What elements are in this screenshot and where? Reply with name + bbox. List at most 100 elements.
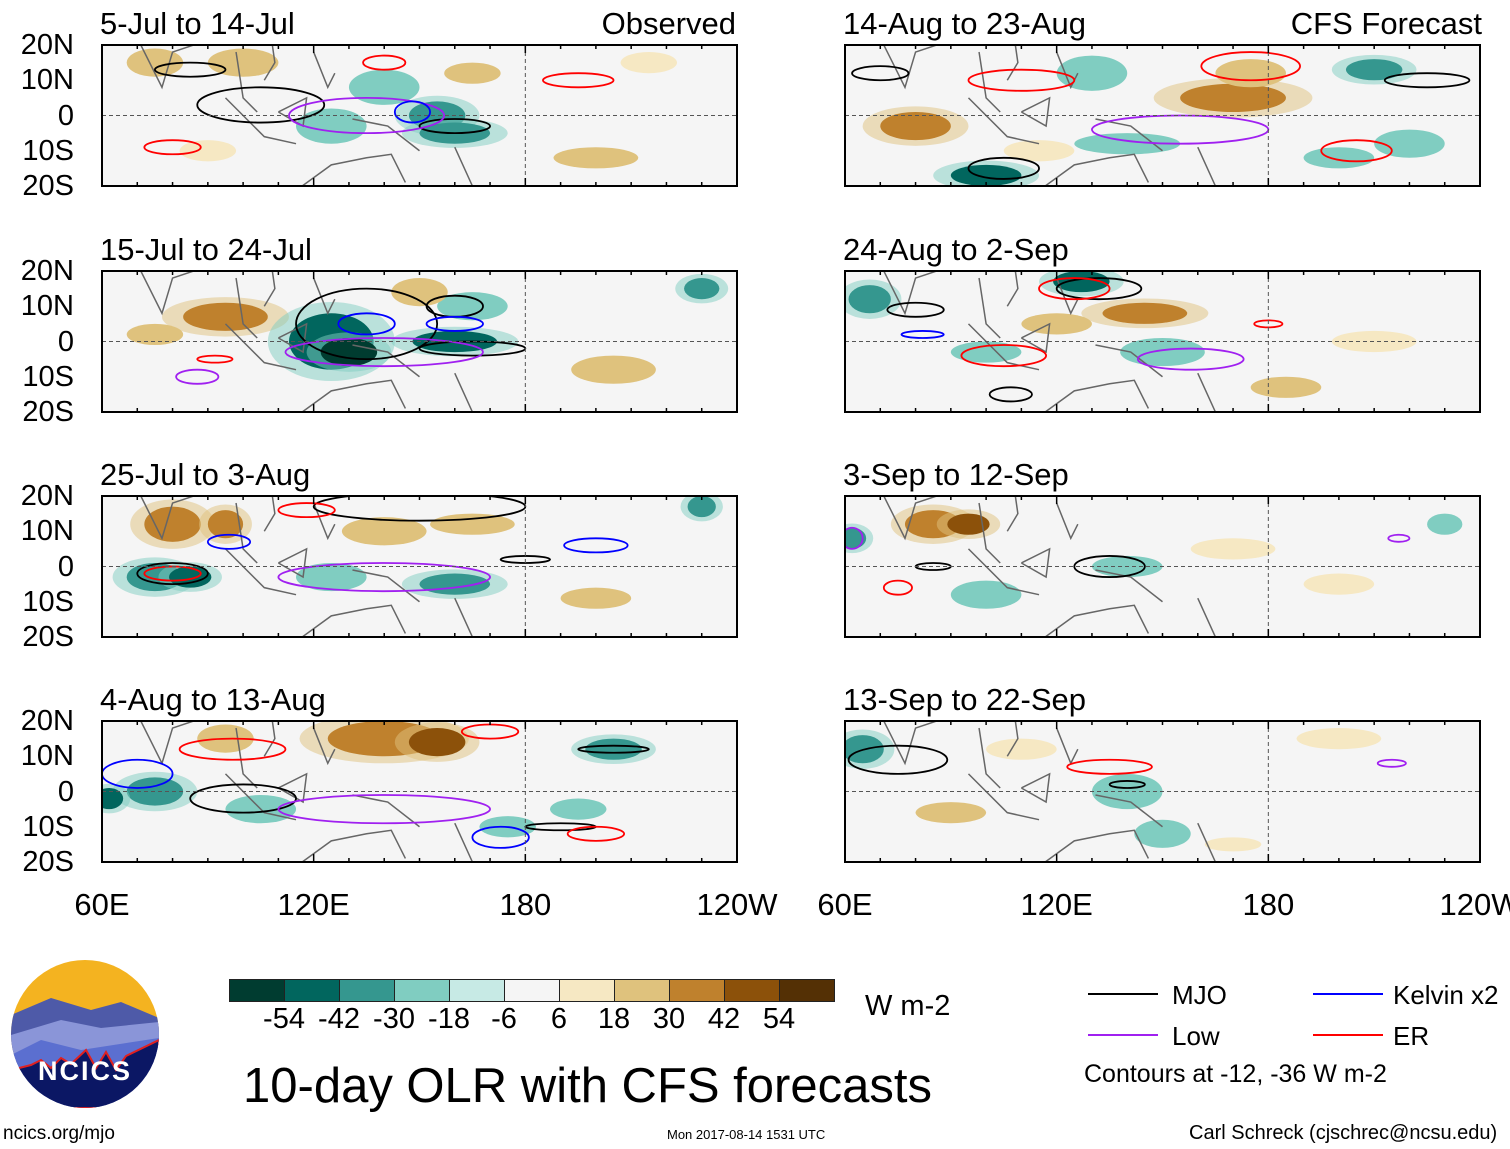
legend-label-kelvin: Kelvin x2 (1393, 980, 1499, 1010)
wave-filter-contour (288, 96, 446, 135)
olr-anomaly-region (553, 147, 639, 169)
olr-anomaly-region (437, 292, 508, 321)
olr-anomaly-region (1021, 313, 1092, 335)
wave-filter-contour (102, 758, 174, 789)
olr-map-panel (101, 495, 738, 638)
latitude-label: 0 (57, 775, 74, 808)
wave-filter-contour (1136, 347, 1245, 371)
olr-anomaly-region (408, 728, 466, 757)
olr-anomaly-region (1331, 330, 1417, 353)
wave-filter-contour (178, 737, 287, 761)
olr-anomaly-region (947, 513, 990, 535)
wave-filter-contour (337, 312, 396, 336)
legend-label-low: Low (1172, 1021, 1220, 1051)
legend-line-kelvin (1313, 993, 1383, 995)
olr-anomaly-region (915, 802, 987, 824)
wave-filter-contour (847, 744, 949, 775)
latitude-label: 10N (20, 64, 74, 97)
footer-timestamp: Mon 2017-08-14 1531 UTC (667, 1127, 826, 1142)
column-header: CFS Forecast (1290, 6, 1482, 41)
olr-anomaly-region (986, 738, 1057, 760)
latitude-label: 0 (57, 99, 74, 132)
latitude-label: 20S (22, 170, 74, 202)
wave-filter-contour (1073, 555, 1146, 578)
wave-filter-contour (1200, 51, 1301, 82)
olr-anomaly-region (207, 48, 279, 77)
olr-anomaly-region (848, 285, 891, 314)
panel-date-range: 5-Jul to 14-Jul (100, 6, 295, 41)
olr-anomaly-region (1303, 147, 1375, 169)
olr-anomaly-region (179, 140, 237, 162)
wave-filter-contour (1376, 758, 1407, 768)
latitude-label: 10S (22, 134, 74, 167)
wave-filter-contour (960, 344, 1047, 368)
olr-anomaly-region (102, 787, 124, 810)
coastline (139, 271, 474, 412)
wave-filter-contour (277, 502, 336, 519)
olr-map-panel (101, 44, 738, 187)
olr-anomaly-region (296, 108, 367, 144)
coastline (882, 45, 1217, 186)
olr-anomaly-region (320, 337, 378, 367)
colorbar-swatch (285, 980, 340, 1001)
olr-anomaly-region (1345, 59, 1403, 81)
olr-anomaly-region (1134, 819, 1191, 848)
wave-filter-contour (277, 794, 491, 825)
wave-filter-contour (967, 156, 1040, 180)
wave-filter-contour (967, 68, 1076, 92)
olr-anomaly-region (950, 341, 1022, 363)
wave-filter-contour (563, 537, 629, 554)
olr-map-panel (101, 720, 738, 863)
olr-anomaly-region (341, 517, 427, 546)
latitude-label: 10N (20, 290, 74, 323)
colorbar-swatch (780, 980, 834, 1001)
longitude-label: 60E (74, 887, 130, 922)
wave-filter-contour (136, 562, 209, 586)
legend-label-er: ER (1393, 1021, 1430, 1051)
panel-date-range: 25-Jul to 3-Aug (100, 457, 311, 492)
coastline (139, 721, 474, 862)
colorbar-swatch (560, 980, 615, 1001)
footer-credit: Carl Schreck (cjschrec@ncsu.edu) (1189, 1122, 1498, 1144)
olr-map-panel (844, 44, 1481, 187)
olr-anomaly-region (1296, 728, 1382, 750)
latitude-label: 20S (22, 846, 74, 878)
olr-anomaly-region (296, 562, 367, 592)
olr-anomaly-region (684, 278, 720, 300)
wave-filter-contour (577, 744, 650, 754)
colorbar-tick: -18 (428, 1003, 470, 1035)
latitude-label: 10S (22, 585, 74, 618)
wave-filter-contour (295, 287, 439, 361)
olr-anomaly-region (880, 111, 951, 141)
longitude-label: 60E (817, 887, 873, 922)
wave-filter-contour (393, 100, 431, 124)
wave-filter-contour (566, 825, 626, 842)
latitude-label: 20N (20, 480, 74, 512)
coastline (882, 496, 1217, 637)
logo-text: NCICS (37, 1056, 132, 1086)
olr-map-panel (101, 270, 738, 413)
panel-date-range: 3-Sep to 12-Sep (843, 457, 1069, 492)
logo: NCICS (11, 960, 159, 1108)
latitude-label: 10S (22, 810, 74, 843)
legend-line-er (1313, 1034, 1383, 1036)
latitude-label: 0 (57, 550, 74, 583)
footer-url: ncics.org/mjo (3, 1123, 115, 1144)
longitude-label: 180 (1242, 887, 1295, 922)
wave-filter-contour (1055, 277, 1143, 301)
olr-anomaly-region (950, 580, 1022, 609)
longitude-label: 180 (499, 887, 552, 922)
colorbar-tick: 54 (762, 1003, 796, 1035)
wave-filter-contour (196, 86, 326, 124)
wave-filter-contour (1038, 277, 1111, 301)
olr-anomaly-region (687, 496, 716, 518)
olr-anomaly-region (1003, 140, 1075, 162)
olr-anomaly-region (1180, 83, 1286, 112)
wave-filter-contour (284, 337, 484, 368)
wave-filter-contour (1387, 533, 1411, 543)
olr-anomaly-region (1303, 573, 1375, 595)
colorbar-swatch (230, 980, 285, 1001)
wave-filter-contour (542, 72, 615, 89)
colorbar-tick: -54 (263, 1003, 305, 1035)
coastline (882, 271, 1217, 412)
